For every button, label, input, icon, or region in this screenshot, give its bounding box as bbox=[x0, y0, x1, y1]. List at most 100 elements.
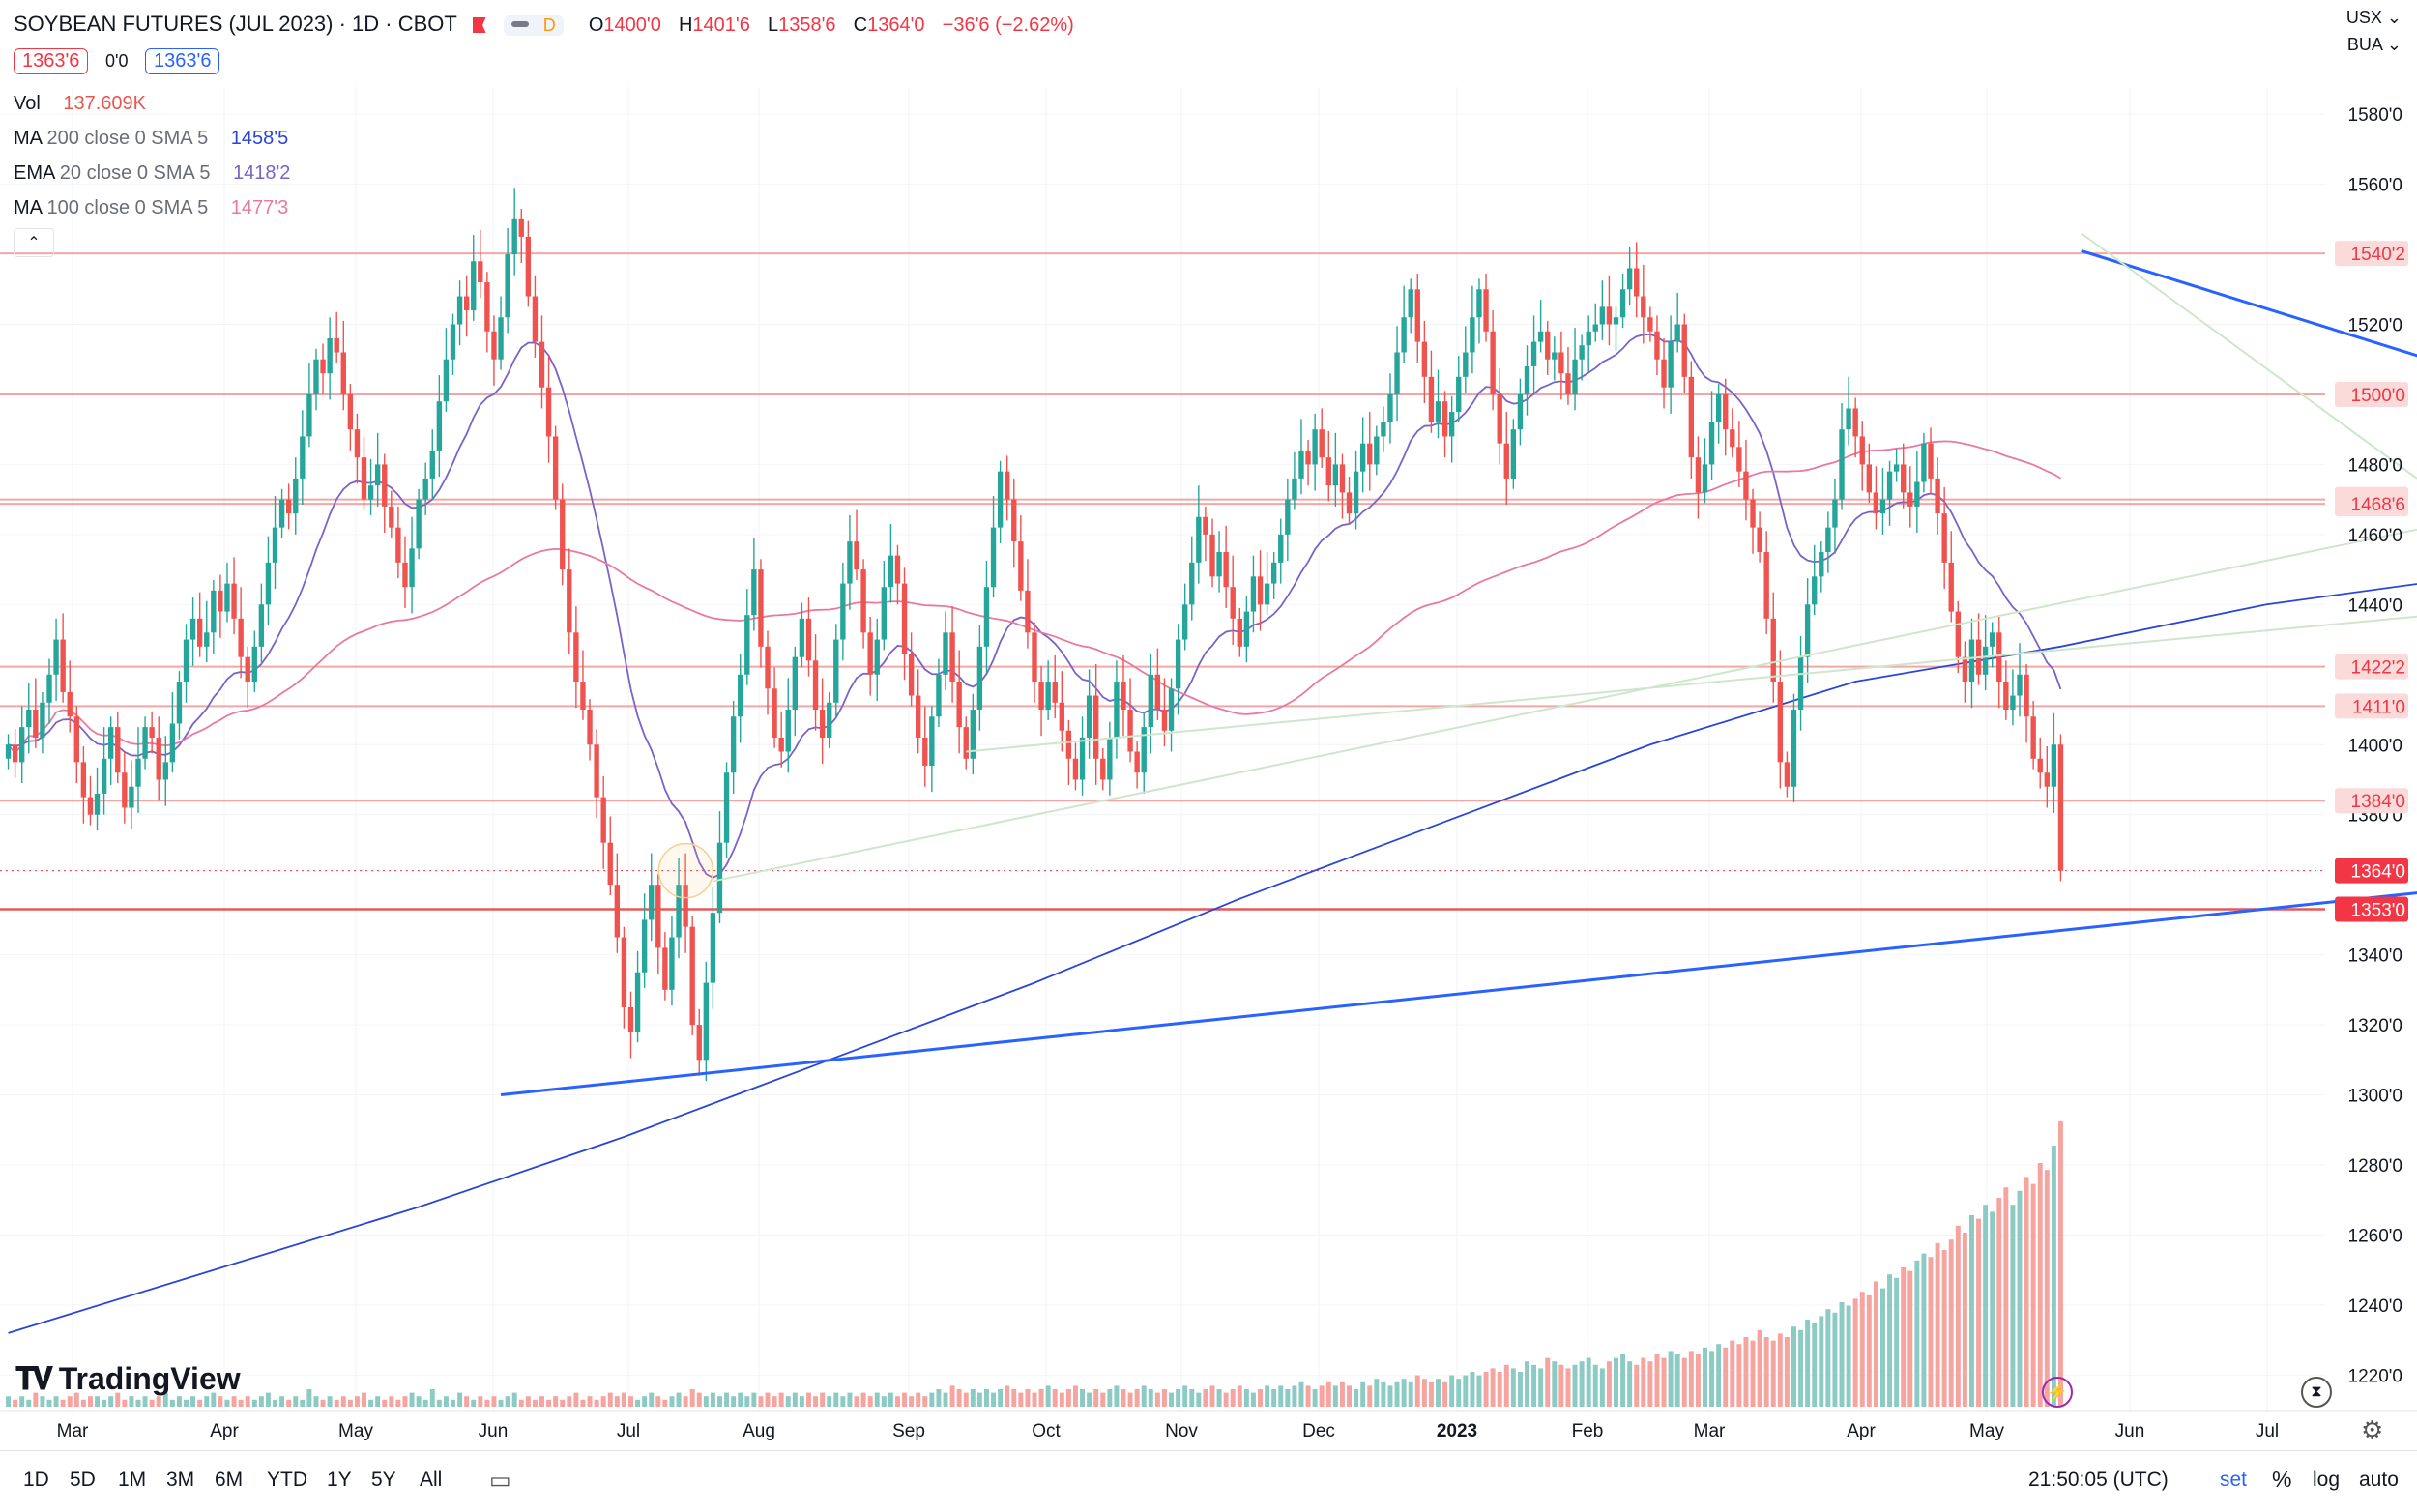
candle-body bbox=[1367, 443, 1373, 465]
range-button-3m[interactable]: 3M bbox=[166, 1468, 195, 1491]
candle-body bbox=[1325, 457, 1331, 486]
range-button-6m[interactable]: 6M bbox=[215, 1468, 244, 1491]
settings-gear-icon[interactable]: ⚙ bbox=[2361, 1415, 2384, 1444]
auto-toggle[interactable]: auto bbox=[2359, 1468, 2399, 1491]
candle-body bbox=[854, 541, 859, 570]
candle-body bbox=[1374, 436, 1380, 465]
tradingview-logo[interactable]: 𝐓𝐕 TradingView bbox=[15, 1361, 241, 1398]
candle-body bbox=[1990, 632, 1995, 647]
volume-bar bbox=[135, 1399, 141, 1407]
chart-header: SOYBEAN FUTURES (JUL 2023) · 1D · CBOT D… bbox=[14, 12, 1074, 36]
candle-body bbox=[1490, 331, 1496, 394]
volume-bar bbox=[1401, 1379, 1407, 1407]
candle-body bbox=[1586, 331, 1591, 346]
volume-bar bbox=[190, 1396, 196, 1407]
volume-bar bbox=[1681, 1357, 1687, 1407]
candle-body bbox=[1018, 541, 1024, 591]
percent-toggle[interactable]: % bbox=[2272, 1467, 2292, 1492]
volume-bar bbox=[1161, 1389, 1167, 1407]
candle-body bbox=[265, 562, 272, 605]
trade-buttons: 1363'6 0'0 1363'6 bbox=[14, 48, 220, 74]
range-button-5y[interactable]: 5Y bbox=[371, 1468, 396, 1491]
range-button-1m[interactable]: 1M bbox=[118, 1468, 147, 1491]
candle-body bbox=[1613, 317, 1619, 325]
candle-body bbox=[60, 639, 66, 692]
candle-body bbox=[916, 695, 921, 739]
candle-body bbox=[511, 218, 517, 255]
lightning-icon[interactable]: ⚡ bbox=[2042, 1377, 2073, 1408]
unit-selector[interactable]: BUA ⌄ bbox=[2346, 35, 2402, 54]
volume-bar bbox=[464, 1396, 470, 1407]
candle-body bbox=[2037, 758, 2043, 773]
volume-bar bbox=[1072, 1385, 1078, 1407]
volume-bar bbox=[1093, 1389, 1099, 1407]
range-button-5d[interactable]: 5D bbox=[70, 1468, 96, 1491]
candle-body bbox=[429, 450, 435, 479]
volume-bar bbox=[1552, 1361, 1558, 1407]
candle-body bbox=[211, 590, 217, 633]
currency-selector[interactable]: USX ⌄ bbox=[2345, 8, 2402, 27]
price-tick-label: 1580'0 bbox=[2348, 105, 2402, 126]
set-toggle[interactable]: set bbox=[2220, 1468, 2248, 1491]
volume-bar bbox=[142, 1396, 148, 1407]
indicator-row[interactable]: MA 100 close 0 SMA 5 1477'3 bbox=[14, 197, 288, 219]
indicator-row[interactable]: EMA 20 close 0 SMA 5 1418'2 bbox=[14, 162, 290, 185]
price-tick-label: 1560'0 bbox=[2348, 176, 2402, 196]
volume-bar bbox=[1223, 1392, 1229, 1407]
price-label-text: 1353'0 bbox=[2351, 901, 2405, 921]
low-value: 1358'6 bbox=[778, 15, 836, 36]
candle-body bbox=[1005, 471, 1010, 500]
range-button-all[interactable]: All bbox=[420, 1468, 443, 1491]
candle-body bbox=[1708, 422, 1715, 465]
candle-body bbox=[1421, 341, 1428, 377]
price-label-text: 1540'2 bbox=[2351, 245, 2405, 265]
volume-bar bbox=[1743, 1337, 1749, 1407]
range-button-1y[interactable]: 1Y bbox=[327, 1468, 352, 1491]
volume-bar bbox=[313, 1396, 319, 1407]
volume-bar bbox=[389, 1396, 394, 1407]
candle-body bbox=[819, 710, 826, 739]
volume-bar bbox=[1825, 1309, 1831, 1407]
candle-body bbox=[860, 569, 866, 633]
volume-bar bbox=[744, 1396, 750, 1407]
volume-bar bbox=[1127, 1392, 1133, 1407]
range-button-ytd[interactable]: YTD bbox=[267, 1468, 307, 1491]
indicator-row[interactable]: MA 200 close 0 SMA 5 1458'5 bbox=[14, 128, 288, 150]
buy-button[interactable]: 1363'6 bbox=[145, 48, 220, 74]
candle-body bbox=[162, 762, 168, 780]
volume-bar bbox=[1449, 1375, 1455, 1407]
candle-body bbox=[1784, 762, 1791, 787]
volume-bar bbox=[1045, 1385, 1051, 1407]
candle-body bbox=[2044, 772, 2050, 787]
candle-body bbox=[258, 604, 265, 647]
market-status-badge[interactable]: D bbox=[503, 15, 564, 36]
time-tick-label: 2023 bbox=[1437, 1421, 1477, 1441]
indicator-row[interactable]: Vol 137.609K bbox=[14, 93, 146, 115]
price-chart[interactable]: 1580'01560'01540'21520'01500'01480'01470… bbox=[0, 0, 2417, 1450]
date-range-icon[interactable]: ▭ bbox=[489, 1468, 511, 1494]
volume-bar bbox=[40, 1396, 45, 1407]
candle-body bbox=[463, 296, 470, 311]
volume-bar bbox=[211, 1392, 217, 1407]
time-axis: Mar Apr May Jun Jul Aug Sep Oct Nov Dec 2023 Feb Mar… bbox=[0, 1410, 2417, 1441]
candle-body bbox=[1079, 738, 1086, 780]
collapse-legend-button[interactable]: ⌃ bbox=[14, 228, 54, 257]
candle-body bbox=[1141, 727, 1147, 773]
volume-bar bbox=[115, 1392, 121, 1407]
volume-bar bbox=[799, 1396, 804, 1407]
candle-body bbox=[1264, 583, 1270, 605]
volume-bar bbox=[1114, 1385, 1120, 1407]
goto-realtime-button[interactable]: ⧗ bbox=[2301, 1377, 2332, 1408]
candle-body bbox=[827, 702, 832, 739]
volume-bar bbox=[1887, 1274, 1893, 1407]
symbol-title[interactable]: SOYBEAN FUTURES (JUL 2023) · 1D · CBOT bbox=[14, 12, 457, 36]
clock[interactable]: 21:50:05 (UTC) bbox=[2028, 1468, 2169, 1491]
range-button-1d[interactable]: 1D bbox=[23, 1468, 49, 1491]
sell-button[interactable]: 1363'6 bbox=[14, 48, 89, 74]
volume-bar bbox=[362, 1392, 366, 1407]
volume-bar bbox=[169, 1399, 175, 1407]
log-toggle[interactable]: log bbox=[2313, 1468, 2341, 1491]
volume-bar bbox=[1859, 1292, 1865, 1407]
volume-bar bbox=[2010, 1205, 2016, 1407]
price-label-box bbox=[2335, 491, 2408, 517]
